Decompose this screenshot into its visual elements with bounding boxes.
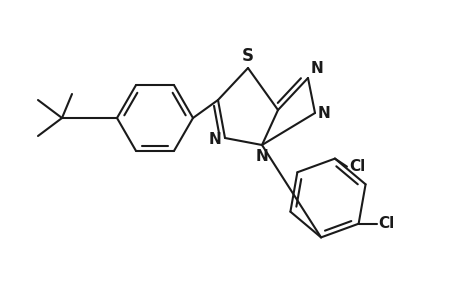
Text: S: S: [241, 47, 253, 65]
Text: N: N: [317, 106, 330, 121]
Text: N: N: [208, 131, 220, 146]
Text: N: N: [310, 61, 323, 76]
Text: Cl: Cl: [378, 216, 394, 231]
Text: N: N: [255, 149, 268, 164]
Text: Cl: Cl: [348, 159, 364, 174]
